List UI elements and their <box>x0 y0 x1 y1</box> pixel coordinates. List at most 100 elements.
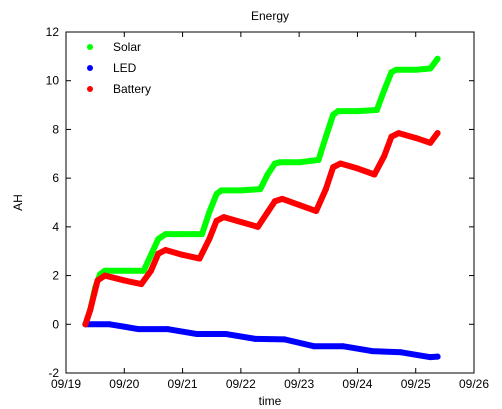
plot-area <box>82 55 441 361</box>
data-point-led <box>310 343 317 350</box>
data-point-solar <box>393 66 400 73</box>
data-point-solar <box>354 108 361 115</box>
data-point-led <box>252 335 259 342</box>
data-point-battery <box>381 153 388 160</box>
data-point-solar <box>213 190 220 197</box>
x-tick-label: 09/20 <box>109 377 139 391</box>
x-tick-label: 09/26 <box>459 377 489 391</box>
y-tick-label: 4 <box>52 220 59 234</box>
data-point-battery <box>196 255 203 262</box>
data-point-led <box>369 348 375 355</box>
series-solar <box>82 55 441 328</box>
x-tick-label: 09/25 <box>401 377 431 391</box>
data-point-solar <box>121 267 128 274</box>
data-point-solar <box>373 106 380 113</box>
series-line-led <box>82 321 441 361</box>
data-point-solar <box>140 267 147 274</box>
y-tick-label: 0 <box>52 317 59 331</box>
data-point-solar <box>276 159 283 166</box>
data-point-battery <box>254 223 261 230</box>
series-led <box>82 321 441 361</box>
data-point-battery <box>296 201 303 208</box>
y-axis-label: AH <box>11 194 25 211</box>
data-point-battery <box>179 251 186 258</box>
data-point-solar <box>179 231 186 238</box>
plot-frame <box>65 31 475 374</box>
data-point-battery <box>87 306 94 313</box>
data-point-battery <box>313 208 320 215</box>
x-tick-label: 09/19 <box>51 377 81 391</box>
data-point-solar <box>434 55 441 62</box>
data-point-battery <box>155 250 162 257</box>
data-point-solar <box>155 236 162 243</box>
data-point-battery <box>213 217 220 224</box>
data-point-solar <box>427 65 434 72</box>
data-point-battery <box>101 272 108 279</box>
data-point-led <box>194 331 201 338</box>
series-battery <box>82 130 441 328</box>
data-point-solar <box>388 69 395 76</box>
data-point-battery <box>121 277 128 284</box>
data-point-solar <box>412 66 419 73</box>
y-tick-label: 10 <box>46 74 60 88</box>
data-point-solar <box>206 209 213 216</box>
data-point-battery <box>322 186 329 193</box>
data-point-battery <box>388 133 395 140</box>
data-point-solar <box>162 231 169 238</box>
data-point-battery <box>395 130 402 137</box>
data-point-solar <box>271 160 278 167</box>
x-tick-label: 09/22 <box>226 377 256 391</box>
y-tick-label: 2 <box>52 269 59 283</box>
data-point-solar <box>296 159 303 166</box>
data-point-battery <box>220 214 227 221</box>
data-point-solar <box>335 108 341 115</box>
data-point-battery <box>206 236 213 243</box>
data-point-solar <box>101 267 108 274</box>
y-tick-label: 8 <box>52 122 59 136</box>
y-tick-label: 12 <box>46 25 60 39</box>
chart-title: Energy <box>251 9 289 23</box>
data-point-battery <box>434 130 441 137</box>
legend-label-battery: Battery <box>113 82 151 96</box>
x-tick-label: 09/23 <box>284 377 314 391</box>
data-point-solar <box>148 251 154 258</box>
series-line-battery <box>82 130 441 328</box>
x-tick-label: 09/24 <box>342 377 372 391</box>
legend-label-led: LED <box>113 61 137 75</box>
data-point-led <box>281 336 288 343</box>
data-point-battery <box>271 198 278 205</box>
data-point-led <box>398 349 405 356</box>
data-point-solar <box>264 171 271 178</box>
data-point-battery <box>427 139 434 146</box>
data-point-battery <box>337 160 344 167</box>
data-point-led <box>427 354 434 361</box>
legend-marker-solar <box>87 44 93 50</box>
x-tick-label: 09/21 <box>168 377 198 391</box>
y-tick-label: -2 <box>48 366 59 380</box>
data-point-battery <box>94 277 101 284</box>
data-point-led <box>135 326 142 333</box>
y-axis-ticks: -2 0 2 4 6 8 10 12 <box>46 25 474 380</box>
data-point-battery <box>138 281 145 288</box>
data-point-battery <box>330 164 337 171</box>
legend-marker-battery <box>87 86 93 92</box>
data-point-solar <box>315 156 322 163</box>
x-axis-label: time <box>259 394 282 408</box>
data-point-battery <box>371 171 378 178</box>
data-point-battery <box>264 209 271 216</box>
data-point-solar <box>330 111 337 118</box>
data-point-solar <box>237 187 244 194</box>
data-point-solar <box>218 187 225 194</box>
x-axis-ticks: 09/19 09/20 09/21 09/22 09/23 09/24 09/25 09/26 <box>51 32 489 391</box>
data-point-battery <box>279 195 286 202</box>
data-point-solar <box>257 186 264 193</box>
legend-marker-led <box>87 65 93 71</box>
data-point-led <box>106 321 113 328</box>
data-point-battery <box>148 267 154 274</box>
data-point-battery <box>354 165 361 172</box>
legend: Solar LED Battery <box>87 40 151 96</box>
data-point-battery <box>162 246 169 253</box>
data-point-led <box>165 326 171 333</box>
legend-label-solar: Solar <box>113 40 141 54</box>
